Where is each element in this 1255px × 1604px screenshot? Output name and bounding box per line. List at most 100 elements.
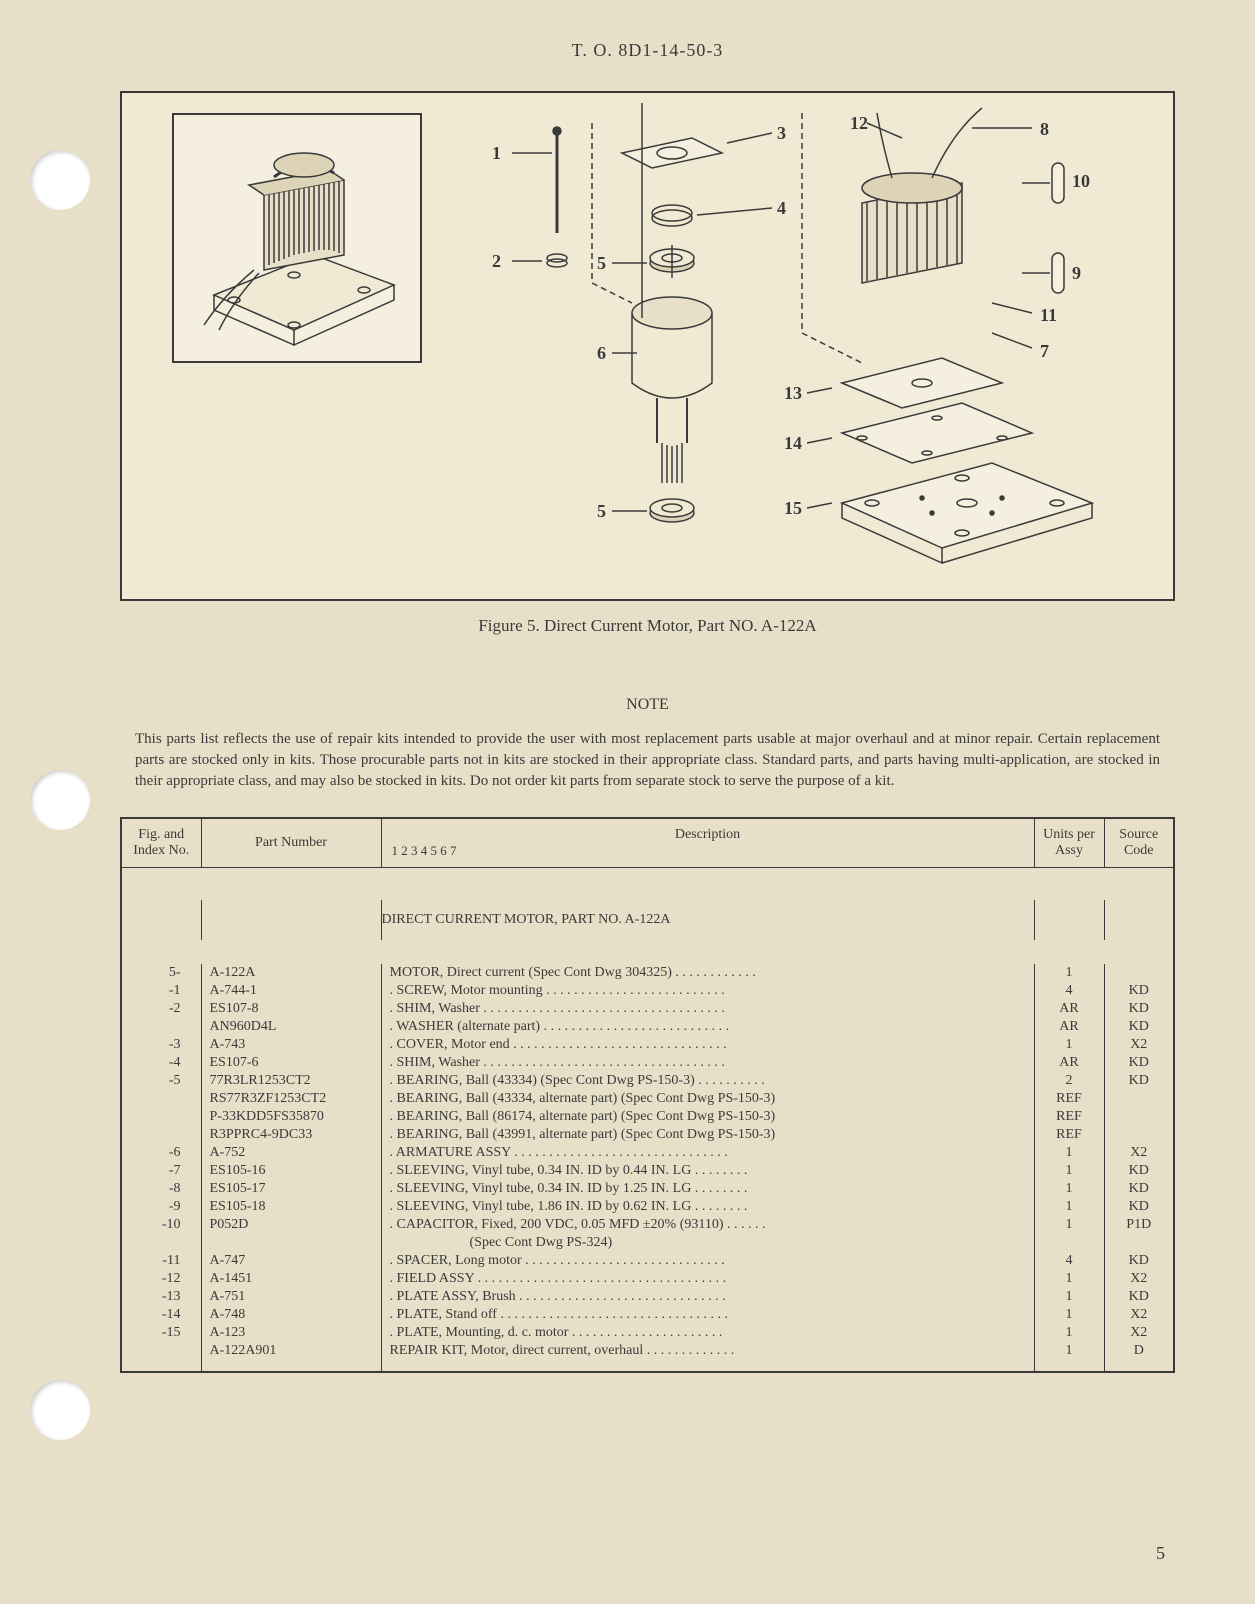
cell-description: . PLATE ASSY, Brush . . . . . . . . . . …	[381, 1288, 1034, 1306]
cell-units: 1	[1034, 964, 1104, 982]
cell-description: . FIELD ASSY . . . . . . . . . . . . . .…	[381, 1270, 1034, 1288]
callout-1: 1	[492, 143, 501, 164]
cell-partnum: AN960D4L	[201, 1018, 381, 1036]
header-desc-numbers: 1 2 3 4 5 6 7	[388, 843, 1028, 859]
cell-units: 4	[1034, 1252, 1104, 1270]
cell-partnum: ES105-17	[201, 1180, 381, 1198]
callout-15: 15	[784, 498, 802, 519]
cell-source: KD	[1104, 1018, 1174, 1036]
table-row: -12A-1451. FIELD ASSY . . . . . . . . . …	[121, 1270, 1174, 1288]
callout-6: 6	[597, 343, 606, 364]
exploded-view: 1 2 3 4 5 5 6 7 8 9 10 11 12 13 14 15	[462, 103, 1153, 589]
cell-source: KD	[1104, 982, 1174, 1000]
cell-index: -6	[121, 1144, 201, 1162]
cell-source: X2	[1104, 1324, 1174, 1342]
cell-description: . SHIM, Washer . . . . . . . . . . . . .…	[381, 1000, 1034, 1018]
cell-partnum: A-122A	[201, 964, 381, 982]
table-row: -8ES105-17. SLEEVING, Vinyl tube, 0.34 I…	[121, 1180, 1174, 1198]
cell-index: -13	[121, 1288, 201, 1306]
cell-units: 1	[1034, 1180, 1104, 1198]
cell-partnum: A-744-1	[201, 982, 381, 1000]
header-source: Source Code	[1104, 818, 1174, 868]
cell-description: . BEARING, Ball (43334) (Spec Cont Dwg P…	[381, 1072, 1034, 1090]
cell-description: . COVER, Motor end . . . . . . . . . . .…	[381, 1036, 1034, 1054]
callout-2: 2	[492, 251, 501, 272]
cell-partnum: ES107-8	[201, 1000, 381, 1018]
cell-index	[121, 1108, 201, 1126]
cell-units: AR	[1034, 1018, 1104, 1036]
cell-description: . ARMATURE ASSY . . . . . . . . . . . . …	[381, 1144, 1034, 1162]
cell-partnum: A-122A901	[201, 1342, 381, 1372]
cell-units: 1	[1034, 1288, 1104, 1306]
table-row: -577R3LR1253CT2. BEARING, Ball (43334) (…	[121, 1072, 1174, 1090]
cell-partnum: ES105-16	[201, 1162, 381, 1180]
cell-units: 1	[1034, 1270, 1104, 1288]
cell-source: KD	[1104, 1198, 1174, 1216]
cell-index: -14	[121, 1306, 201, 1324]
cell-description: . CAPACITOR, Fixed, 200 VDC, 0.05 MFD ±2…	[381, 1216, 1034, 1234]
callout-13: 13	[784, 383, 802, 404]
cell-units: 1	[1034, 1216, 1104, 1234]
cell-partnum: A-123	[201, 1324, 381, 1342]
cell-partnum: RS77R3ZF1253CT2	[201, 1090, 381, 1108]
cell-index: -1	[121, 982, 201, 1000]
table-row: R3PPRC4-9DC33. BEARING, Ball (43991, alt…	[121, 1126, 1174, 1144]
cell-index: -8	[121, 1180, 201, 1198]
table-row: RS77R3ZF1253CT2. BEARING, Ball (43334, a…	[121, 1090, 1174, 1108]
header-partnum: Part Number	[201, 818, 381, 868]
cell-description: (Spec Cont Dwg PS-324)	[381, 1234, 1034, 1252]
cell-index: -11	[121, 1252, 201, 1270]
cell-source: X2	[1104, 1036, 1174, 1054]
punch-hole	[30, 1380, 90, 1440]
header-desc-label: Description	[388, 827, 1028, 843]
table-row: -10P052D. CAPACITOR, Fixed, 200 VDC, 0.0…	[121, 1216, 1174, 1234]
cell-partnum	[201, 1234, 381, 1252]
cell-description: . SHIM, Washer . . . . . . . . . . . . .…	[381, 1054, 1034, 1072]
inset-assembled-view	[172, 113, 422, 363]
cell-index: -15	[121, 1324, 201, 1342]
cell-units: 1	[1034, 1144, 1104, 1162]
section-header: DIRECT CURRENT MOTOR, PART NO. A-122A	[381, 900, 1034, 940]
cell-source	[1104, 1234, 1174, 1252]
cell-index	[121, 1018, 201, 1036]
cell-source: KD	[1104, 1288, 1174, 1306]
cell-index: -12	[121, 1270, 201, 1288]
cell-partnum: A-751	[201, 1288, 381, 1306]
table-row: -9ES105-18. SLEEVING, Vinyl tube, 1.86 I…	[121, 1198, 1174, 1216]
cell-index	[121, 1090, 201, 1108]
cell-source: KD	[1104, 1000, 1174, 1018]
table-row: -11A-747. SPACER, Long motor . . . . . .…	[121, 1252, 1174, 1270]
cell-source: X2	[1104, 1270, 1174, 1288]
cell-index: -2	[121, 1000, 201, 1018]
figure-diagram-box: 1 2 3 4 5 5 6 7 8 9 10 11 12 13 14 15	[120, 91, 1175, 601]
cell-partnum: R3PPRC4-9DC33	[201, 1126, 381, 1144]
cell-index: -4	[121, 1054, 201, 1072]
table-row: A-122A901REPAIR KIT, Motor, direct curre…	[121, 1342, 1174, 1372]
table-row: (Spec Cont Dwg PS-324)	[121, 1234, 1174, 1252]
header-figindex: Fig. and Index No.	[121, 818, 201, 868]
cell-description: . SCREW, Motor mounting . . . . . . . . …	[381, 982, 1034, 1000]
table-row: -15A-123. PLATE, Mounting, d. c. motor .…	[121, 1324, 1174, 1342]
cell-units: REF	[1034, 1126, 1104, 1144]
callout-9: 9	[1072, 263, 1081, 284]
cell-index	[121, 1342, 201, 1372]
cell-units: 1	[1034, 1324, 1104, 1342]
cell-source	[1104, 1108, 1174, 1126]
cell-units: AR	[1034, 1054, 1104, 1072]
cell-partnum: 77R3LR1253CT2	[201, 1072, 381, 1090]
cell-units: 4	[1034, 982, 1104, 1000]
cell-description: REPAIR KIT, Motor, direct current, overh…	[381, 1342, 1034, 1372]
cell-source: X2	[1104, 1306, 1174, 1324]
cell-source: KD	[1104, 1054, 1174, 1072]
cell-partnum: A-748	[201, 1306, 381, 1324]
callout-10: 10	[1072, 171, 1090, 192]
cell-source: X2	[1104, 1144, 1174, 1162]
page-number: 5	[1156, 1543, 1165, 1564]
callout-8: 8	[1040, 119, 1049, 140]
cell-index: 5-	[121, 964, 201, 982]
cell-index: -7	[121, 1162, 201, 1180]
cell-units: 2	[1034, 1072, 1104, 1090]
table-row: -6A-752. ARMATURE ASSY . . . . . . . . .…	[121, 1144, 1174, 1162]
table-row: 5-A-122AMOTOR, Direct current (Spec Cont…	[121, 964, 1174, 982]
cell-units: 1	[1034, 1306, 1104, 1324]
